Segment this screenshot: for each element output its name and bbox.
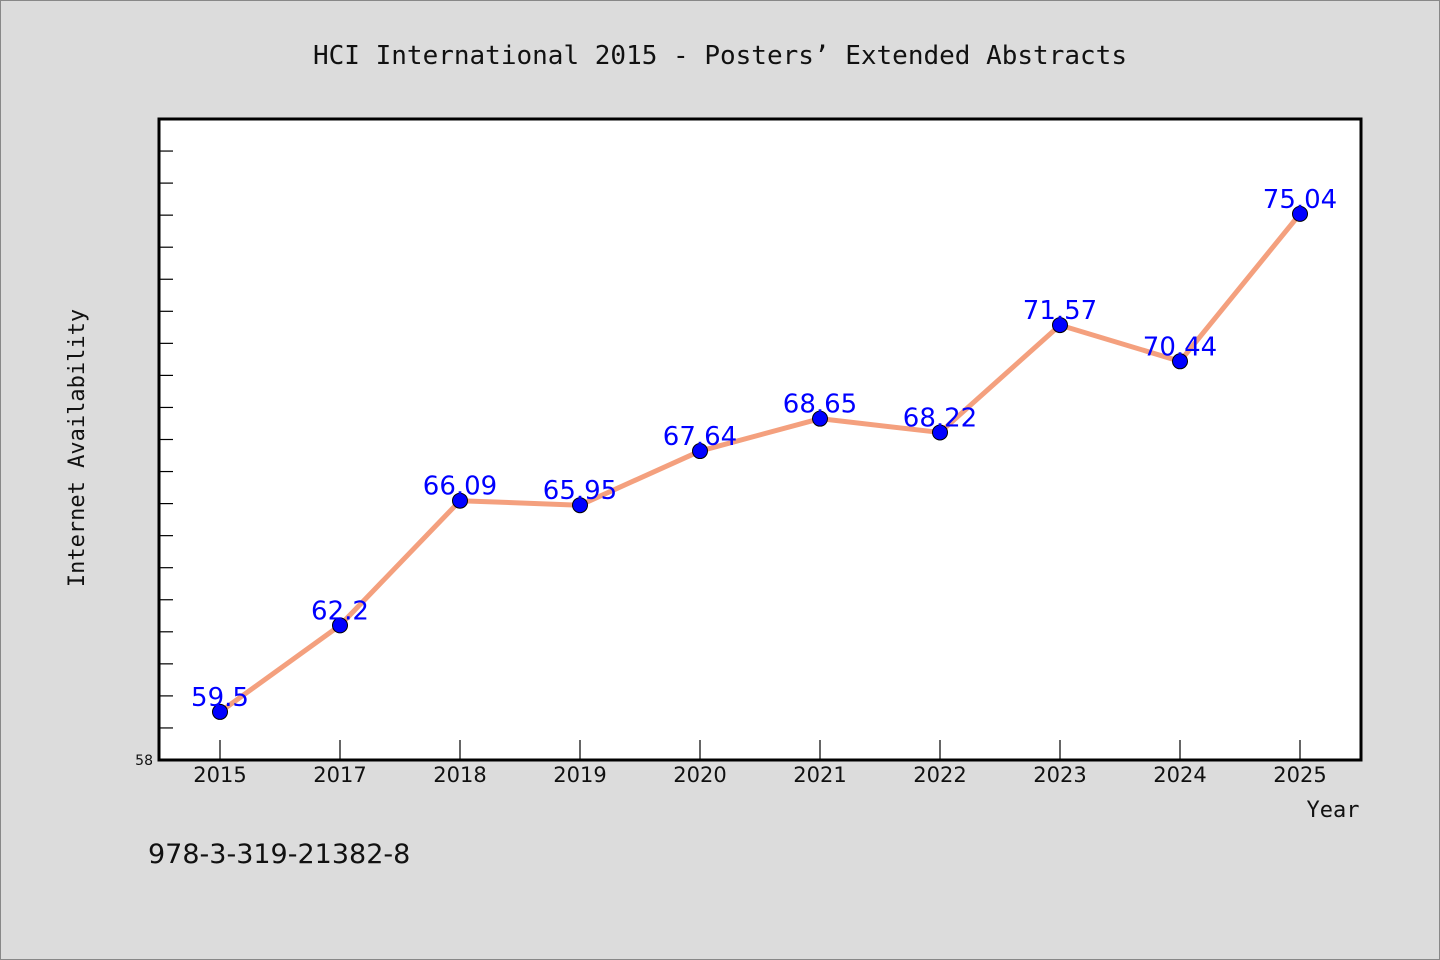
chart-title: HCI International 2015 - Posters’ Extend…: [313, 41, 1127, 71]
x-tick-label: 2021: [793, 763, 846, 787]
series-layer: [212, 205, 1308, 720]
data-point-marker: [932, 424, 948, 441]
data-point-label: 70.44: [1143, 332, 1217, 362]
y-axis-label: Internet Availability: [65, 309, 90, 587]
x-axis-ticks: 2015 2017 2018 2019 2020 2021 2022 2023 2024 2025: [193, 740, 1327, 787]
data-point-label: 75.04: [1263, 185, 1337, 215]
data-point-label: 68.22: [903, 403, 977, 433]
isbn-text: 978-3-319-21382-8: [148, 839, 410, 870]
data-point-label: 68.65: [783, 390, 857, 420]
data-point-label: 65.95: [543, 476, 617, 506]
x-tick-label: 2024: [1153, 763, 1206, 787]
plot-area: [157, 117, 1363, 762]
y-axis-ticks: 58: [135, 150, 173, 769]
series-line: [218, 212, 1302, 714]
data-point-marker: [692, 443, 708, 460]
data-point-marker: [572, 497, 588, 514]
data-point-marker: [812, 410, 828, 427]
x-tick-label: 2018: [433, 763, 486, 787]
data-point-marker: [1052, 317, 1068, 334]
x-tick-label: 2017: [313, 763, 366, 787]
data-point-label: 62.2: [311, 596, 369, 626]
data-point-marker: [212, 703, 228, 720]
data-point-label: 66.09: [423, 472, 497, 502]
x-tick-label: 2023: [1033, 763, 1086, 787]
data-point-label: 67.64: [663, 422, 737, 452]
x-tick-label: 2019: [553, 763, 606, 787]
data-labels: 59.5 62.2 66.09 65.95 67.64 68.65 68.22 71.57 70…: [191, 185, 1337, 713]
x-tick-label: 2020: [673, 763, 726, 787]
x-tick-label: 2025: [1273, 763, 1326, 787]
data-point-label: 71.57: [1023, 296, 1097, 326]
data-point-marker: [1172, 353, 1188, 370]
x-axis-label: Year: [1307, 798, 1360, 823]
data-point-marker: [452, 492, 468, 509]
x-tick-label: 2022: [913, 763, 966, 787]
data-point-marker: [1292, 205, 1308, 222]
data-point-marker: [332, 617, 348, 634]
data-point-label: 59.5: [191, 683, 249, 713]
y-tick-label: 58: [135, 753, 153, 769]
x-tick-label: 2015: [193, 763, 246, 787]
